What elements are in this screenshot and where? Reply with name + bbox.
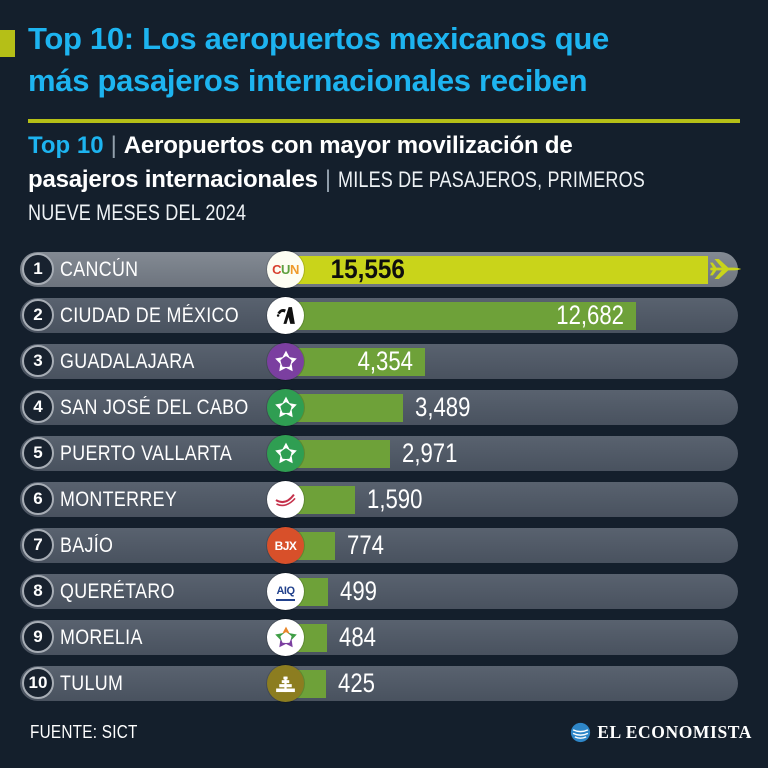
airport-row: 1 CANCÚN CUN 15,556 [0, 251, 768, 288]
row-pill-background [20, 528, 738, 563]
rank-badge: 3 [22, 345, 54, 377]
value-label: 1,590 [367, 484, 423, 514]
rank-badge: 1 [22, 253, 54, 285]
subtitle-separator2: | [324, 166, 332, 193]
page-title: Top 10: Los aeropuertos mexicanos que má… [28, 18, 752, 102]
value-label: 15,556 [330, 254, 405, 284]
subtitle-top10-label: Top 10 [28, 132, 104, 159]
value-bar [290, 439, 390, 468]
chart-subtitle-line1: Top 10 | Aeropuertos con mayor movilizació… [28, 132, 573, 160]
airport-row: 10 TULUM 425 [0, 665, 768, 702]
subtitle-bold-text2: pasajeros internacionales [28, 166, 318, 193]
airport-row: 3 GUADALAJARA 4,354 [0, 343, 768, 380]
value-bar [290, 347, 425, 376]
logo-letter: B [274, 538, 284, 553]
logo-letter: N [289, 262, 299, 277]
subtitle-separator: | [110, 132, 117, 159]
page-title-line2: más pasajeros internacionales reciben [28, 63, 588, 98]
row-pill-background [20, 620, 738, 655]
page-title-line1: Top 10: Los aeropuertos mexicanos que [28, 21, 609, 56]
gap-star-logo [267, 343, 304, 380]
airport-name: SAN JOSÉ DEL CABO [60, 396, 249, 419]
rank-badge: 10 [22, 667, 54, 699]
row-pill-background [20, 482, 738, 517]
airport-row: 2 CIUDAD DE MÉXICO 12,682 [0, 297, 768, 334]
rank-badge: 9 [22, 621, 54, 653]
morelia-star-logo [267, 619, 304, 656]
value-label: 4,354 [357, 346, 413, 376]
airport-row: 7 BAJÍO BJX 774 [0, 527, 768, 564]
oma-logo [267, 481, 304, 518]
value-label: 425 [338, 668, 375, 698]
el-economista-globe-icon [571, 722, 591, 743]
accent-bullet [0, 30, 15, 57]
value-bar [290, 393, 403, 422]
logo-letter: C [272, 262, 282, 277]
airport-name: GUADALAJARA [60, 350, 195, 373]
value-label: 774 [347, 530, 384, 560]
value-label: 484 [339, 622, 376, 652]
cun-logo: CUN [267, 251, 304, 288]
gap-star-logo [267, 435, 304, 472]
publisher-name: EL ECONOMISTA [597, 722, 752, 742]
airport-row: 6 MONTERREY 1,590 [0, 481, 768, 518]
value-label: 12,682 [556, 300, 624, 330]
title-divider-rule [28, 119, 740, 123]
airport-name: QUERÉTARO [60, 580, 175, 603]
rank-badge: 7 [22, 529, 54, 561]
value-bar [290, 301, 636, 330]
airport-name: CANCÚN [60, 258, 139, 281]
subtitle-units-text: MILES DE PASAJEROS, PRIMEROS [338, 167, 646, 192]
value-label: 2,971 [402, 438, 458, 468]
airport-row: 5 PUERTO VALLARTA 2,971 [0, 435, 768, 472]
row-pill-background [20, 666, 738, 701]
subtitle-bold-text: Aeropuertos con mayor movilización de [123, 132, 573, 159]
value-bar [290, 255, 708, 284]
airport-name: MORELIA [60, 626, 143, 649]
airport-name: PUERTO VALLARTA [60, 442, 233, 465]
value-label: 499 [340, 576, 377, 606]
rank-badge: 2 [22, 299, 54, 331]
chart-subtitle-line3: NUEVE MESES DEL 2024 [28, 200, 294, 226]
aicm-logo [267, 297, 304, 334]
rank-badge: 8 [22, 575, 54, 607]
airport-row: 8 QUERÉTARO AIQ 499 [0, 573, 768, 610]
bjx-logo: BJX [267, 527, 304, 564]
bar-chart: 1 CANCÚN CUN 15,556 2 CIUDAD DE MÉXICO 12,682 3… [0, 251, 768, 712]
rank-badge: 6 [22, 483, 54, 515]
plane-icon [709, 257, 743, 286]
subtitle-units-text2: NUEVE MESES DEL 2024 [28, 200, 247, 225]
airport-name: MONTERREY [60, 488, 178, 511]
publisher-logo: EL ECONOMISTA [570, 722, 752, 743]
airport-name: BAJÍO [60, 534, 114, 557]
airport-row: 9 MORELIA 484 [0, 619, 768, 656]
rank-badge: 5 [22, 437, 54, 469]
rank-badge: 4 [22, 391, 54, 423]
airport-row: 4 SAN JOSÉ DEL CABO 3,489 [0, 389, 768, 426]
value-label: 3,489 [415, 392, 471, 422]
row-pill-background [20, 574, 738, 609]
aiq-logo: AIQ [267, 573, 304, 610]
airport-name: CIUDAD DE MÉXICO [60, 304, 240, 327]
gap-star-logo [267, 389, 304, 426]
tulum-pyramid-logo [267, 665, 304, 702]
source-label: FUENTE: SICT [30, 722, 138, 742]
logo-letter: J [282, 538, 290, 553]
logo-letter: X [288, 538, 297, 553]
logo-letter: U [281, 262, 290, 277]
airport-name: TULUM [60, 672, 124, 695]
chart-subtitle-line2: pasajeros internacionales | MILES DE PASAJ… [28, 166, 712, 194]
